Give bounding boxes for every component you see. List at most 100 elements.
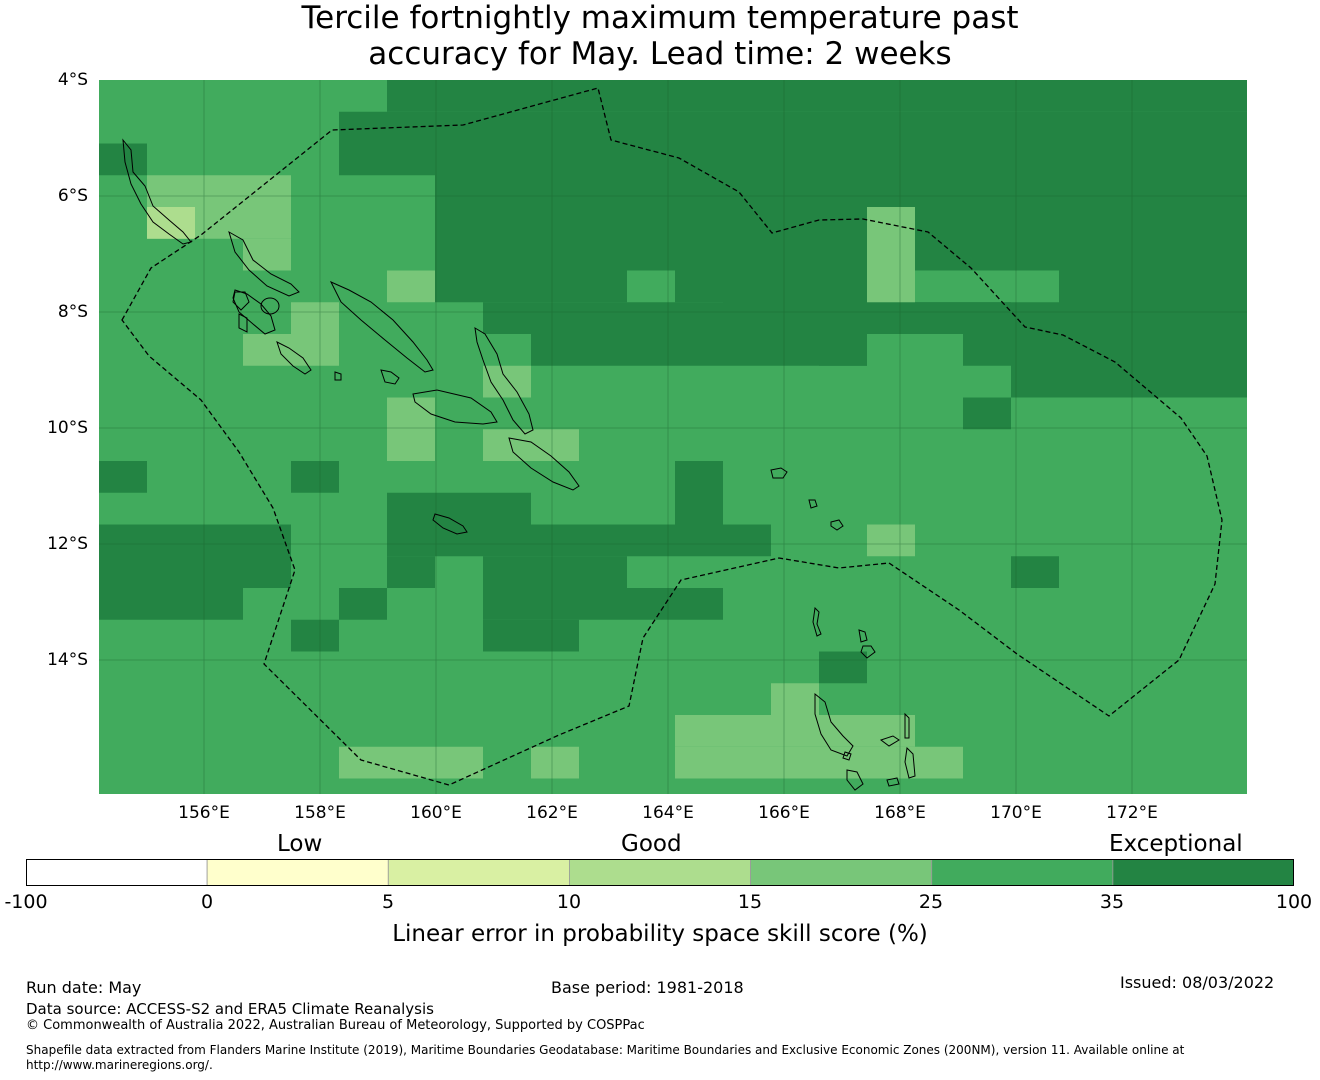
island-vanikoro [830, 519, 844, 531]
island-santa-isabel [329, 280, 434, 373]
eez-boundaries [121, 87, 1223, 786]
island-vanua-lava [858, 629, 868, 643]
legend-tick: 25 [918, 891, 944, 913]
lon-label-164e: 164°E [642, 803, 694, 823]
skill-cell [435, 207, 1059, 271]
data-source: Data source: ACCESS-S2 and ERA5 Climate … [26, 1000, 434, 1018]
skill-cell [339, 746, 483, 779]
island-russell [334, 371, 342, 381]
skill-cell [435, 270, 627, 303]
legend-category-good: Good [621, 831, 682, 857]
run-date: Run date: May [26, 978, 142, 997]
skill-cell [339, 111, 1247, 144]
colorbar-bin [206, 859, 389, 886]
island-maewo [904, 712, 910, 739]
skill-cell [99, 461, 147, 493]
issued-date: Issued: 08/03/2022 [1120, 973, 1275, 992]
skill-cell [387, 556, 435, 588]
island-rennell [432, 513, 468, 535]
skill-cell [387, 270, 435, 303]
island-espiritu-santo [814, 692, 854, 757]
skill-cell [387, 524, 771, 557]
colorbar-bin [1112, 859, 1294, 886]
island-malekula [846, 769, 864, 791]
eez-solomon-islands [121, 87, 1223, 786]
island-utupua [808, 499, 818, 509]
colorbar-title: Linear error in probability space skill … [392, 921, 928, 947]
map-title-line-1: Tercile fortnightly maximum temperature … [301, 0, 1019, 36]
lat-label-14s: 14°S [47, 650, 88, 670]
skill-cell [1155, 334, 1247, 398]
skill-cell [99, 524, 291, 588]
skill-cell [867, 524, 915, 557]
skill-cell [291, 461, 339, 493]
legend-tick: 10 [556, 891, 582, 913]
lat-label-4s: 4°S [57, 70, 88, 90]
skill-cell [483, 619, 579, 652]
skill-cell [483, 588, 723, 620]
skill-cell [291, 619, 339, 652]
skill-cell [963, 397, 1011, 430]
legend-tick: -100 [4, 891, 48, 913]
skill-cell [1011, 302, 1059, 398]
legend-tick: 0 [200, 891, 214, 913]
skill-cell [771, 683, 819, 715]
legend-category-low: Low [277, 831, 323, 857]
skill-cell [531, 746, 579, 779]
lon-label-162e: 162°E [526, 803, 578, 823]
colorbar-bin [750, 859, 933, 886]
island-nendo [770, 467, 788, 479]
island-rendova [276, 341, 312, 375]
skill-cell [435, 143, 1247, 207]
lat-label-12s: 12°S [47, 534, 88, 554]
skill-cell [147, 175, 291, 207]
lat-label-10s: 10°S [47, 418, 88, 438]
skill-cell [1059, 334, 1155, 398]
skill-cell [339, 588, 387, 620]
lon-label-156e: 156°E [178, 803, 230, 823]
copyright-note: © Commonwealth of Australia 2022, Austra… [26, 1018, 645, 1033]
colorbar-bin [26, 859, 208, 886]
lon-label-172e: 172°E [1106, 803, 1158, 823]
skill-grid-cells [99, 80, 1247, 794]
skill-cell [387, 80, 435, 112]
skill-cell [99, 143, 147, 176]
skill-cell [147, 207, 195, 239]
shapefile-credit-line-2: http://www.marineregions.org/. [26, 1058, 213, 1072]
island-ranongga [238, 313, 248, 333]
legend-category-exceptional: Exceptional [1109, 831, 1243, 857]
skill-cell [819, 270, 867, 366]
island-pentecost [904, 746, 916, 779]
skill-cell [483, 429, 579, 461]
map-title-line-2: accuracy for May. Lead time: 2 weeks [368, 36, 952, 72]
colorbar-bin [569, 859, 751, 886]
island-malaita [474, 327, 534, 435]
skill-cell [867, 207, 915, 303]
skill-cell [387, 397, 435, 461]
skill-cell [435, 80, 1247, 112]
skill-cell [819, 651, 867, 684]
lon-label-168e: 168°E [874, 803, 926, 823]
island-choiseul [228, 230, 300, 297]
island-kolombangara [260, 297, 280, 315]
island-malo [842, 751, 852, 761]
colorbar [26, 859, 1294, 886]
island-vella-lavella [232, 291, 250, 311]
island-banks [812, 606, 822, 637]
skill-cell [483, 302, 723, 334]
lat-label-8s: 8°S [57, 302, 88, 322]
skill-cell [339, 143, 435, 176]
skill-cell [483, 556, 627, 588]
colorbar-border [26, 859, 1294, 886]
island-nggela [380, 369, 400, 385]
skill-score-map [99, 80, 1247, 794]
skill-cell [99, 588, 243, 620]
lon-label-158e: 158°E [294, 803, 346, 823]
skill-cell [723, 715, 915, 747]
legend-tick: 35 [1099, 891, 1125, 913]
skill-cell [675, 746, 963, 779]
lon-label-170e: 170°E [990, 803, 1042, 823]
skill-cell [387, 492, 531, 525]
legend-tick: 15 [737, 891, 763, 913]
skill-cell [963, 302, 1011, 366]
